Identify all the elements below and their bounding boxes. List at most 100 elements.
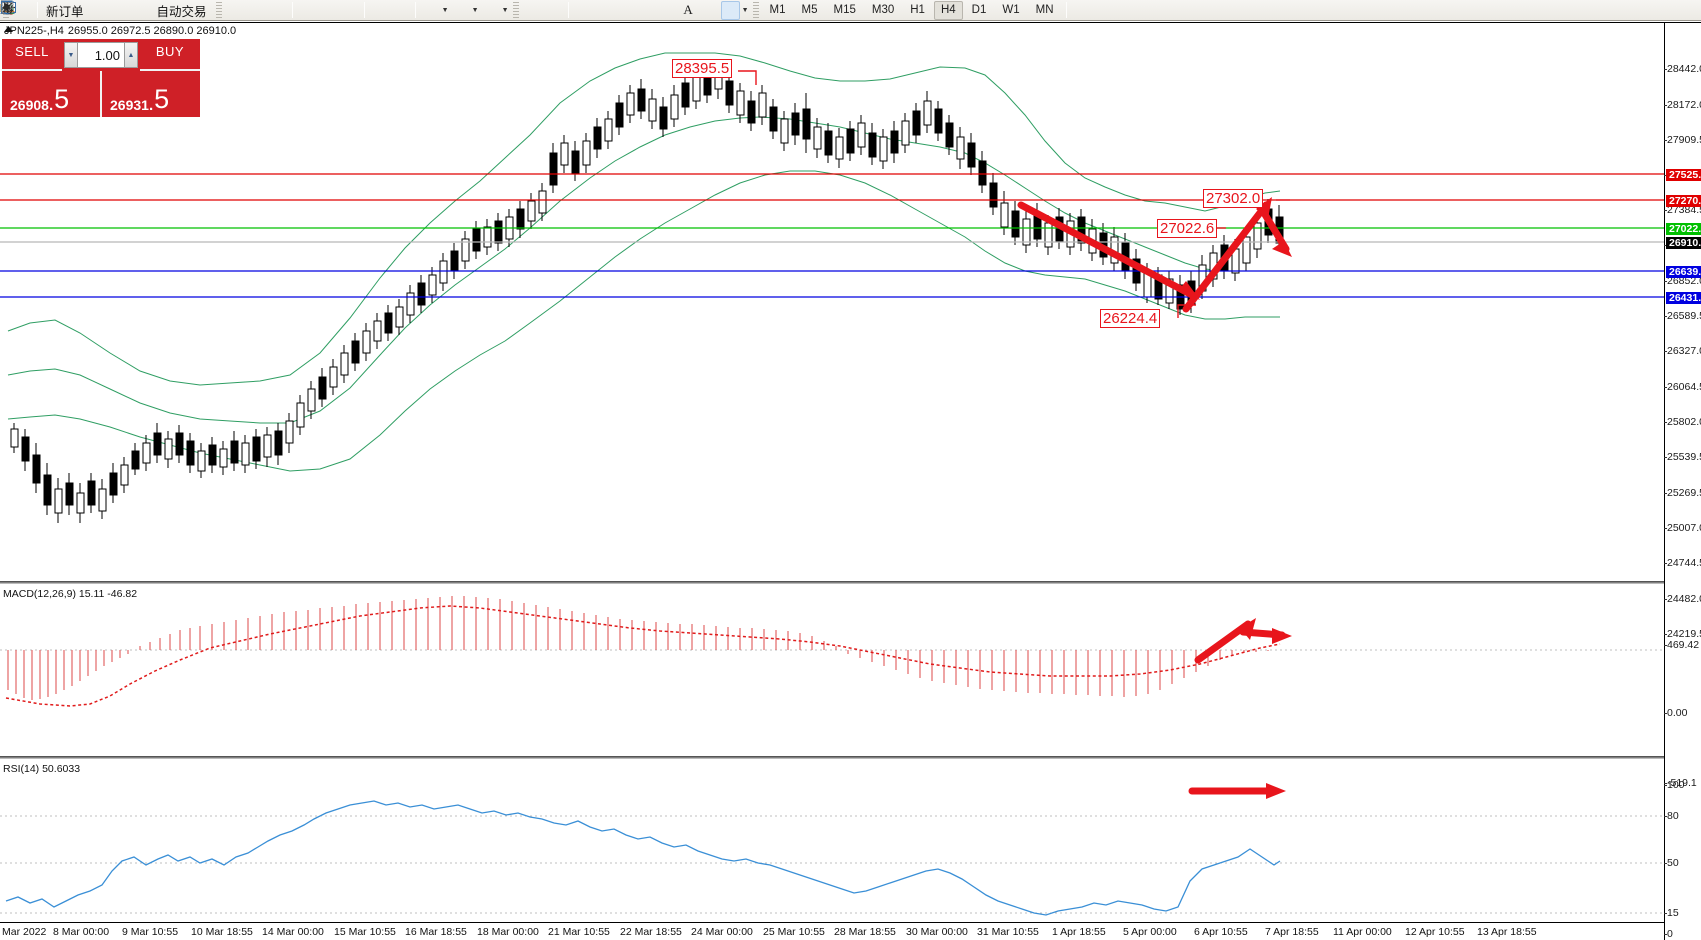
volume-increase-button[interactable]: ▲ (124, 42, 138, 68)
price-pane[interactable]: 28395.5 27302.0 27022.6 26224.4 (0, 23, 1664, 583)
price-tick-25539: 25539.5 (1664, 452, 1701, 463)
new-order-button[interactable]: 新订单 (1, 0, 89, 20)
period-dropdown[interactable]: ▼ (471, 6, 479, 14)
time-label-3: 10 Mar 18:55 (191, 926, 253, 938)
data-window-button[interactable] (0, 0, 131, 20)
trendline-button[interactable] (2, 1, 635, 20)
signals-button[interactable] (0, 0, 152, 20)
auto-scroll-button[interactable] (1, 1, 389, 20)
main-toolbar: 新订单 自动交易 (0, 0, 1701, 21)
expert-advisors-button[interactable] (0, 1, 110, 20)
time-label-11: 25 Mar 10:55 (763, 926, 825, 938)
sell-button[interactable]: SELL (2, 39, 62, 71)
annotation-leader-lines (738, 70, 1290, 318)
annotation-27022[interactable]: 27022.6 (1157, 219, 1218, 238)
time-label-4: 14 Mar 00:00 (262, 926, 324, 938)
annotation-26224[interactable]: 26224.4 (1100, 309, 1161, 328)
svg-text:F: F (9, 10, 12, 15)
toolbar-separator-2 (291, 2, 293, 18)
buy-price[interactable]: 26931 . 5 (100, 71, 200, 117)
sell-price-separator: . (48, 97, 54, 114)
crosshair-button[interactable] (2, 1, 563, 20)
zoom-in-button[interactable] (1, 1, 317, 20)
timeframe-h1[interactable]: H1 (910, 4, 925, 16)
candlestick-chart-button[interactable] (1, 1, 266, 20)
bar-chart-button[interactable] (1, 1, 245, 20)
rsi-pane[interactable]: RSI(14) 50.6033 (0, 761, 1664, 939)
price-tick-25269: 25269.5 (1664, 488, 1701, 499)
add-indicator-dropdown[interactable]: ▼ (441, 6, 449, 14)
level-label-26431[interactable]: 26431.9 (1666, 292, 1701, 304)
templates-button[interactable] (1, 1, 500, 20)
time-label-20: 12 Apr 10:55 (1405, 926, 1465, 938)
fibonacci-button[interactable]: F (2, 1, 677, 20)
timeframe-m1[interactable]: M1 (769, 4, 786, 16)
rsi-chart-canvas (0, 783, 1664, 916)
timeframe-m5[interactable]: M5 (801, 4, 818, 16)
price-tick-26327: 26327.0 (1664, 346, 1701, 357)
level-label-27022[interactable]: 27022.6 (1666, 223, 1701, 235)
macd-pane[interactable]: MACD(12,26,9) 15.11 -46.82 (0, 586, 1664, 758)
equidistant-channel-button[interactable]: E (1, 1, 656, 20)
toolbar-grip-2[interactable] (215, 1, 222, 19)
sell-price-integer: 26908 (10, 97, 49, 113)
sell-price[interactable]: 26908 . 5 (2, 71, 100, 117)
shapes-button[interactable] (2, 0, 740, 20)
chart-shift-button[interactable] (1, 1, 410, 20)
time-label-10: 24 Mar 00:00 (691, 926, 753, 938)
line-chart-button[interactable] (1, 1, 287, 20)
text-label-button[interactable] (1, 1, 719, 20)
level-label-26910[interactable]: 26910.0 (1666, 237, 1701, 249)
toolbar-separator (37, 2, 38, 18)
pane-divider-1[interactable] (0, 581, 1664, 584)
timeframe-m30[interactable]: M30 (871, 4, 895, 16)
level-label-27525[interactable]: 27525.4 (1666, 169, 1701, 181)
price-scale[interactable]: 28442.0 28172.0 27909.5 27647.0 27384.5 … (1663, 23, 1701, 940)
time-label-12: 28 Mar 18:55 (834, 926, 896, 938)
horizontal-level-lines (0, 173, 1664, 298)
timeframe-h4[interactable]: H4 (933, 0, 963, 20)
chart-area[interactable]: 28395.5 27302.0 27022.6 26224.4 (0, 22, 1701, 940)
level-label-26639[interactable]: 26639.5 (1666, 266, 1701, 278)
autotrading-button[interactable]: 自动交易 (1, 1, 212, 20)
shapes-icon (2, 3, 14, 13)
annotation-27302[interactable]: 27302.0 (1203, 189, 1264, 208)
one-click-trading-panel[interactable]: SELL ▼ 1.00 ▲ BUY 26908 . 5 26931 . 5 (2, 39, 200, 119)
one-click-price-row: 26908 . 5 26931 . 5 (2, 71, 200, 117)
timeframe-w1[interactable]: W1 (1002, 4, 1020, 16)
sell-price-fraction: 5 (54, 84, 70, 114)
price-tick-28442: 28442.0 (1664, 64, 1701, 75)
time-label-6: 16 Mar 18:55 (405, 926, 467, 938)
cursor-button[interactable] (4, 1, 542, 20)
buy-button[interactable]: BUY (140, 39, 200, 71)
price-tick-27909: 27909.5 (1664, 135, 1701, 146)
rsi-tick-15: 15 (1664, 907, 1679, 919)
time-label-17: 6 Apr 10:55 (1194, 926, 1248, 938)
vertical-line-button[interactable] (6, 1, 593, 20)
text-button[interactable]: A (679, 1, 698, 20)
price-tick-24219: 24219.5 (1664, 629, 1701, 640)
toolbar-grip-3[interactable] (512, 1, 519, 19)
symbol-ohlc: 26955.0 26972.5 26890.0 26910.0 (67, 25, 237, 37)
grid-button[interactable] (1, 1, 359, 20)
templates-dropdown[interactable]: ▼ (501, 6, 509, 14)
volume-input[interactable]: 1.00 (78, 42, 124, 68)
period-button[interactable] (0, 0, 470, 20)
shapes-dropdown[interactable]: ▼ (741, 6, 749, 14)
price-tick-27384: 27384.5 (1664, 205, 1701, 216)
horizontal-line-button[interactable] (2, 1, 614, 20)
timeframe-m15[interactable]: M15 (833, 4, 856, 16)
pane-divider-2[interactable] (0, 756, 1664, 759)
price-tick-24744: 24744.5 (1664, 558, 1701, 569)
level-label-27270[interactable]: 27270.0 (1666, 195, 1701, 207)
volume-decrease-button[interactable]: ▼ (64, 42, 78, 68)
add-indicator-button[interactable] (1, 1, 440, 20)
time-scale[interactable]: Mar 2022 8 Mar 00:00 9 Mar 10:55 10 Mar … (0, 922, 1664, 940)
toolbar-grip-4[interactable] (752, 1, 759, 19)
time-label-13: 30 Mar 00:00 (906, 926, 968, 938)
timeframe-d1[interactable]: D1 (971, 4, 987, 16)
volume-stepper[interactable]: ▼ 1.00 ▲ (62, 39, 140, 71)
zoom-out-button[interactable] (1, 1, 338, 20)
timeframe-mn[interactable]: MN (1035, 4, 1054, 16)
annotation-28395[interactable]: 28395.5 (672, 59, 733, 78)
